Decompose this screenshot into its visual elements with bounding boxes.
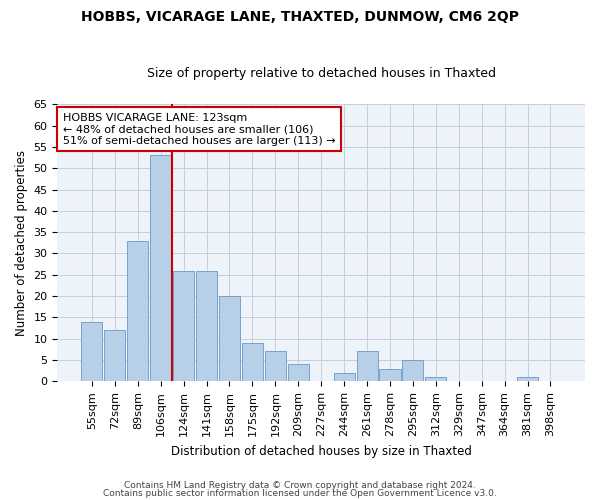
Bar bbox=[196, 270, 217, 382]
Bar bbox=[219, 296, 240, 382]
Text: HOBBS, VICARAGE LANE, THAXTED, DUNMOW, CM6 2QP: HOBBS, VICARAGE LANE, THAXTED, DUNMOW, C… bbox=[81, 10, 519, 24]
Bar bbox=[82, 322, 103, 382]
Bar bbox=[356, 352, 377, 382]
X-axis label: Distribution of detached houses by size in Thaxted: Distribution of detached houses by size … bbox=[171, 444, 472, 458]
Bar bbox=[425, 377, 446, 382]
Y-axis label: Number of detached properties: Number of detached properties bbox=[15, 150, 28, 336]
Bar bbox=[127, 240, 148, 382]
Bar bbox=[150, 156, 171, 382]
Bar bbox=[288, 364, 309, 382]
Bar bbox=[517, 377, 538, 382]
Bar bbox=[242, 343, 263, 382]
Text: HOBBS VICARAGE LANE: 123sqm
← 48% of detached houses are smaller (106)
51% of se: HOBBS VICARAGE LANE: 123sqm ← 48% of det… bbox=[62, 112, 335, 146]
Text: Contains HM Land Registry data © Crown copyright and database right 2024.: Contains HM Land Registry data © Crown c… bbox=[124, 481, 476, 490]
Bar bbox=[265, 352, 286, 382]
Bar bbox=[403, 360, 424, 382]
Bar bbox=[379, 368, 401, 382]
Title: Size of property relative to detached houses in Thaxted: Size of property relative to detached ho… bbox=[147, 66, 496, 80]
Bar bbox=[334, 373, 355, 382]
Bar bbox=[104, 330, 125, 382]
Bar bbox=[173, 270, 194, 382]
Text: Contains public sector information licensed under the Open Government Licence v3: Contains public sector information licen… bbox=[103, 488, 497, 498]
